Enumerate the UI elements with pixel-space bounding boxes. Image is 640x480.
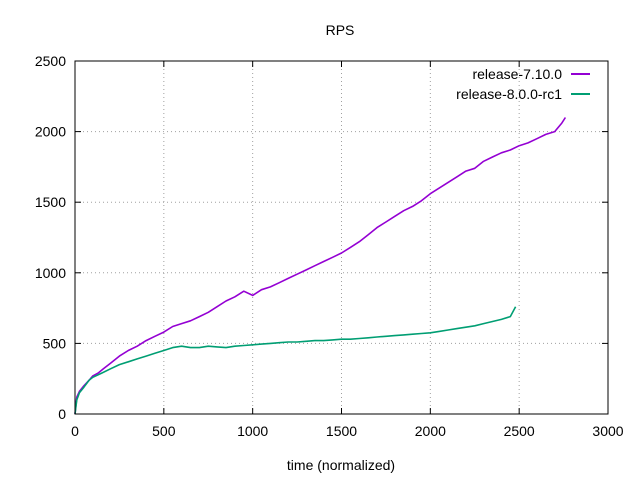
x-tick-label: 1500 (326, 423, 357, 439)
legend-label-2: release-8.0.0-rc1 (456, 86, 562, 102)
ticks: 0 500 1000 1500 2000 2500 3000 0 500 1000 1500 2000… (35, 53, 624, 439)
y-tick-label: 500 (43, 335, 67, 351)
legend: release-7.10.0 release-8.0.0-rc1 (456, 66, 590, 102)
x-tick-label: 1000 (237, 423, 268, 439)
y-tick-label: 2000 (35, 124, 66, 140)
legend-label-1: release-7.10.0 (472, 66, 562, 82)
x-tick-label: 0 (71, 423, 79, 439)
x-tick-label: 3000 (592, 423, 623, 439)
chart-title: RPS (326, 22, 355, 38)
x-axis-label: time (normalized) (287, 457, 395, 473)
y-tick-label: 0 (58, 406, 66, 422)
y-tick-label: 1500 (35, 194, 66, 210)
x-tick-label: 500 (152, 423, 176, 439)
y-tick-label: 2500 (35, 53, 66, 69)
grid (75, 61, 608, 414)
y-tick-label: 1000 (35, 265, 66, 281)
x-tick-label: 2000 (415, 423, 446, 439)
x-tick-label: 2500 (504, 423, 535, 439)
series-line-1 (74, 117, 567, 415)
series-layer (74, 117, 567, 415)
series-line-2 (74, 306, 517, 415)
